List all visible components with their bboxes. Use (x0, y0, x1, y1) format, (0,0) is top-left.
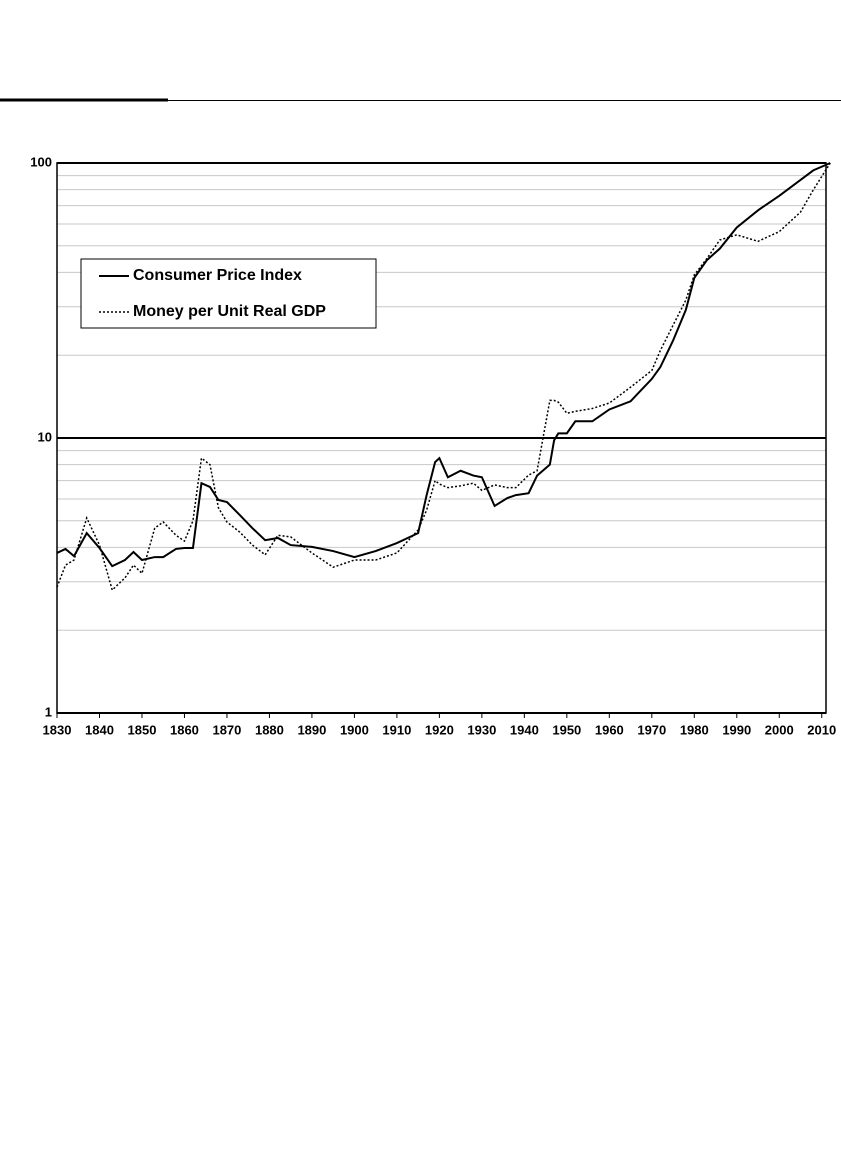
x-tick-label: 1990 (722, 722, 751, 737)
x-tick-label: 1960 (595, 722, 624, 737)
x-tick-label: 1910 (382, 722, 411, 737)
x-tick-label: 1840 (85, 722, 114, 737)
x-tick-label: 1900 (340, 722, 369, 737)
y-tick-label: 100 (30, 154, 52, 169)
x-tick-label: 1870 (212, 722, 241, 737)
x-tick-label: 1920 (425, 722, 454, 737)
x-tick-label: 1850 (128, 722, 157, 737)
x-tick-label: 2000 (765, 722, 794, 737)
x-tick-label: 1980 (680, 722, 709, 737)
y-tick-label: 1 (45, 704, 52, 719)
plot-frame (56, 162, 827, 714)
x-tick-label: 1830 (43, 722, 72, 737)
x-tick-label: 1880 (255, 722, 284, 737)
legend-label: Consumer Price Index (133, 267, 302, 284)
x-tick-label: 1890 (297, 722, 326, 737)
series-line (56, 162, 831, 592)
x-tick-label: 1930 (467, 722, 496, 737)
x-tick-label: 1970 (637, 722, 666, 737)
x-tick-label: 1860 (170, 722, 199, 737)
x-tick-label: 1950 (552, 722, 581, 737)
legend-box (80, 258, 377, 329)
series-line (56, 162, 831, 568)
legend-label: Money per Unit Real GDP (133, 303, 326, 320)
x-tick-label: 2010 (807, 722, 836, 737)
x-tick-label: 1940 (510, 722, 539, 737)
y-tick-label: 10 (38, 429, 52, 444)
